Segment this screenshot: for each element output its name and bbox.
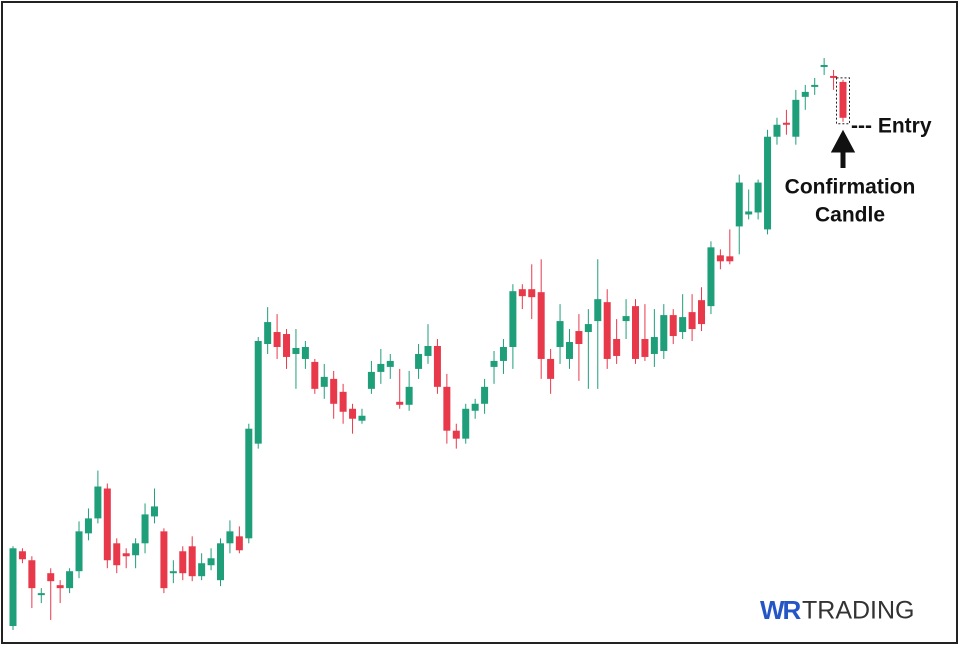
candle-body [132,543,140,556]
candle-body [386,360,394,367]
candle-body [830,75,838,78]
candle-body [169,571,177,574]
candle-body [330,378,338,404]
candle-body [405,386,413,405]
candle-body [188,546,196,577]
candle-body [84,518,92,534]
candle-body [320,376,328,387]
candle-body [415,353,423,369]
candle-body [556,321,564,347]
candle-body [641,339,649,357]
candle-body [141,514,149,544]
candle-body [150,506,158,517]
candle-body [47,573,55,582]
arrow [830,129,856,168]
candle-body [622,316,630,322]
candle-body [745,211,753,215]
candle-body [811,84,819,87]
candle-body [801,91,809,97]
candle-body [613,339,621,356]
candle-body [528,289,536,298]
candle-body [94,486,102,519]
candle-body [660,315,668,351]
candle-body [283,334,291,357]
candle-body [273,332,281,347]
candle-body [424,345,432,356]
highlight-box [836,77,850,125]
candle-body [367,371,375,389]
candle-body [679,317,687,333]
logo-mark: WR [760,595,802,625]
candle-body [245,428,253,539]
candle-body [839,81,847,118]
candle-body [471,403,479,411]
candle-body [518,289,526,297]
candle-body [235,536,243,551]
candle-body [537,292,545,359]
candle-body [179,551,187,574]
candle-body [113,543,121,566]
candle-body [443,386,451,431]
candle-body [396,401,404,405]
candle-body [716,255,724,262]
candle-body [575,331,583,344]
annotation-line: Confirmation [785,176,916,199]
candle-body [792,99,800,137]
candle-body [650,337,658,354]
candle-body [217,543,224,581]
candle-body [773,124,781,137]
candle-body [433,345,441,387]
candle-body [707,247,715,307]
candle-body [103,488,111,561]
candle-body [292,347,300,354]
candle-body [490,360,498,367]
candle-body [226,531,234,544]
candle-body [198,563,206,577]
candle-body [9,548,17,627]
candle-body [37,593,45,596]
candle-body [122,553,130,557]
candle-body [594,299,602,322]
candle-body [669,315,677,337]
candle-body [56,585,64,589]
candle-body [782,122,790,125]
candle-body [565,342,573,359]
candle-body [301,346,309,359]
annotation-line: Candle [815,204,885,227]
candle-body [18,551,26,560]
candle-body [499,346,507,361]
candle-body [688,312,696,330]
candle-body [28,560,36,589]
candle-body [66,571,74,589]
candle-body [603,302,611,359]
entry-label: --- Entry [851,115,932,138]
candle-body [339,391,347,412]
candle-body [377,363,385,372]
candle-body [820,64,828,67]
candle-body [254,341,262,444]
candle-body [452,430,460,439]
candle-body [584,324,592,333]
candle-body [726,256,734,262]
candle-body [358,415,366,421]
candle-body [764,136,772,230]
candle-body [632,306,639,359]
candle-body [698,300,706,325]
candle-body [735,182,743,227]
candle-body [481,386,489,404]
candle-body [264,322,272,344]
candle-body [311,361,319,389]
candle-body [509,291,517,347]
candle-body [462,408,470,439]
candle-body [547,358,555,379]
candle-body [754,182,762,213]
candle-body [349,408,357,419]
logo-text: TRADING [802,597,915,625]
candle-body [207,558,215,566]
candle-body [75,531,83,572]
candle-body [160,531,168,589]
